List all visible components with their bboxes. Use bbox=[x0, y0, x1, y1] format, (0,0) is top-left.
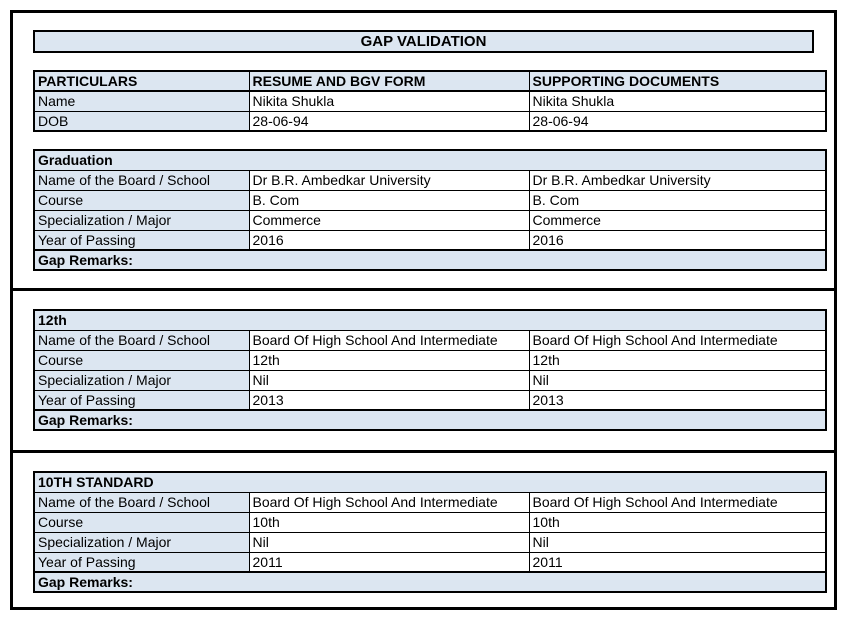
section-title-10th: 10TH STANDARD bbox=[33, 471, 827, 493]
gap-remarks-row: Gap Remarks: bbox=[33, 249, 827, 271]
table-row: Course B. Com B. Com bbox=[33, 189, 827, 211]
column-header-supporting: SUPPORTING DOCUMENTS bbox=[528, 70, 827, 92]
supporting-cell: 28-06-94 bbox=[528, 110, 827, 132]
section-divider bbox=[13, 450, 834, 453]
section-10th-table: 10TH STANDARD Name of the Board / School… bbox=[33, 471, 828, 593]
resume-cell: Board Of High School And Intermediate bbox=[248, 329, 530, 351]
supporting-cell: 2016 bbox=[528, 229, 827, 251]
row-label-year: Year of Passing bbox=[33, 229, 250, 251]
gap-remarks-row: Gap Remarks: bbox=[33, 571, 827, 593]
particulars-table: PARTICULARS RESUME AND BGV FORM SUPPORTI… bbox=[33, 70, 827, 132]
table-row: Course 12th 12th bbox=[33, 349, 827, 371]
resume-cell: Nikita Shukla bbox=[248, 90, 530, 112]
section-12th-table: 12th Name of the Board / School Board Of… bbox=[33, 309, 828, 431]
row-label-board: Name of the Board / School bbox=[33, 491, 250, 513]
section-graduation-table: Graduation Name of the Board / School Dr… bbox=[33, 149, 828, 271]
gap-remarks-row: Gap Remarks: bbox=[33, 409, 827, 431]
resume-cell: 10th bbox=[248, 511, 530, 533]
supporting-cell: Board Of High School And Intermediate bbox=[528, 491, 827, 513]
resume-cell: 2013 bbox=[248, 389, 530, 411]
row-label-course: Course bbox=[33, 511, 250, 533]
row-label-course: Course bbox=[33, 189, 250, 211]
resume-cell: 28-06-94 bbox=[248, 110, 530, 132]
gap-remarks-label: Gap Remarks: bbox=[33, 409, 827, 431]
row-label-course: Course bbox=[33, 349, 250, 371]
table-row: Name of the Board / School Board Of High… bbox=[33, 329, 827, 351]
row-label-specialization: Specialization / Major bbox=[33, 369, 250, 391]
resume-cell: Nil bbox=[248, 531, 530, 553]
resume-cell: Dr B.R. Ambedkar University bbox=[248, 169, 530, 191]
supporting-cell: 12th bbox=[528, 349, 827, 371]
table-row: Specialization / Major Nil Nil bbox=[33, 369, 827, 391]
resume-cell: Commerce bbox=[248, 209, 530, 231]
resume-cell: B. Com bbox=[248, 189, 530, 211]
row-label-dob: DOB bbox=[33, 110, 250, 132]
resume-cell: 2011 bbox=[248, 551, 530, 573]
resume-cell: Nil bbox=[248, 369, 530, 391]
resume-cell: 12th bbox=[248, 349, 530, 371]
page-title: GAP VALIDATION bbox=[33, 30, 814, 53]
supporting-cell: Board Of High School And Intermediate bbox=[528, 329, 827, 351]
section-title-12th: 12th bbox=[33, 309, 827, 331]
supporting-cell: Nikita Shukla bbox=[528, 90, 827, 112]
section-divider bbox=[13, 288, 834, 291]
table-row: DOB 28-06-94 28-06-94 bbox=[33, 110, 827, 132]
supporting-cell: B. Com bbox=[528, 189, 827, 211]
row-label-specialization: Specialization / Major bbox=[33, 531, 250, 553]
resume-cell: 2016 bbox=[248, 229, 530, 251]
row-label-year: Year of Passing bbox=[33, 389, 250, 411]
row-label-year: Year of Passing bbox=[33, 551, 250, 573]
table-row: Name of the Board / School Board Of High… bbox=[33, 491, 827, 513]
gap-remarks-label: Gap Remarks: bbox=[33, 249, 827, 271]
table-row: Year of Passing 2013 2013 bbox=[33, 389, 827, 411]
section-header-row: Graduation bbox=[33, 149, 827, 171]
document-page: GAP VALIDATION PARTICULARS RESUME AND BG… bbox=[10, 10, 837, 610]
section-header-row: 10TH STANDARD bbox=[33, 471, 827, 493]
table-row: Name Nikita Shukla Nikita Shukla bbox=[33, 90, 827, 112]
table-row: Name of the Board / School Dr B.R. Ambed… bbox=[33, 169, 827, 191]
column-header-resume: RESUME AND BGV FORM bbox=[248, 70, 530, 92]
row-label-specialization: Specialization / Major bbox=[33, 209, 250, 231]
supporting-cell: Dr B.R. Ambedkar University bbox=[528, 169, 827, 191]
row-label-board: Name of the Board / School bbox=[33, 169, 250, 191]
table-row: Specialization / Major Commerce Commerce bbox=[33, 209, 827, 231]
supporting-cell: 10th bbox=[528, 511, 827, 533]
supporting-cell: Nil bbox=[528, 369, 827, 391]
supporting-cell: Nil bbox=[528, 531, 827, 553]
row-label-name: Name bbox=[33, 90, 250, 112]
section-header-row: 12th bbox=[33, 309, 827, 331]
supporting-cell: 2013 bbox=[528, 389, 827, 411]
resume-cell: Board Of High School And Intermediate bbox=[248, 491, 530, 513]
table-row: Year of Passing 2016 2016 bbox=[33, 229, 827, 251]
table-row: Specialization / Major Nil Nil bbox=[33, 531, 827, 553]
table-row: Course 10th 10th bbox=[33, 511, 827, 533]
particulars-header-row: PARTICULARS RESUME AND BGV FORM SUPPORTI… bbox=[33, 70, 827, 92]
row-label-board: Name of the Board / School bbox=[33, 329, 250, 351]
column-header-particulars: PARTICULARS bbox=[33, 70, 250, 92]
gap-remarks-label: Gap Remarks: bbox=[33, 571, 827, 593]
supporting-cell: Commerce bbox=[528, 209, 827, 231]
section-title-graduation: Graduation bbox=[33, 149, 827, 171]
supporting-cell: 2011 bbox=[528, 551, 827, 573]
table-row: Year of Passing 2011 2011 bbox=[33, 551, 827, 573]
